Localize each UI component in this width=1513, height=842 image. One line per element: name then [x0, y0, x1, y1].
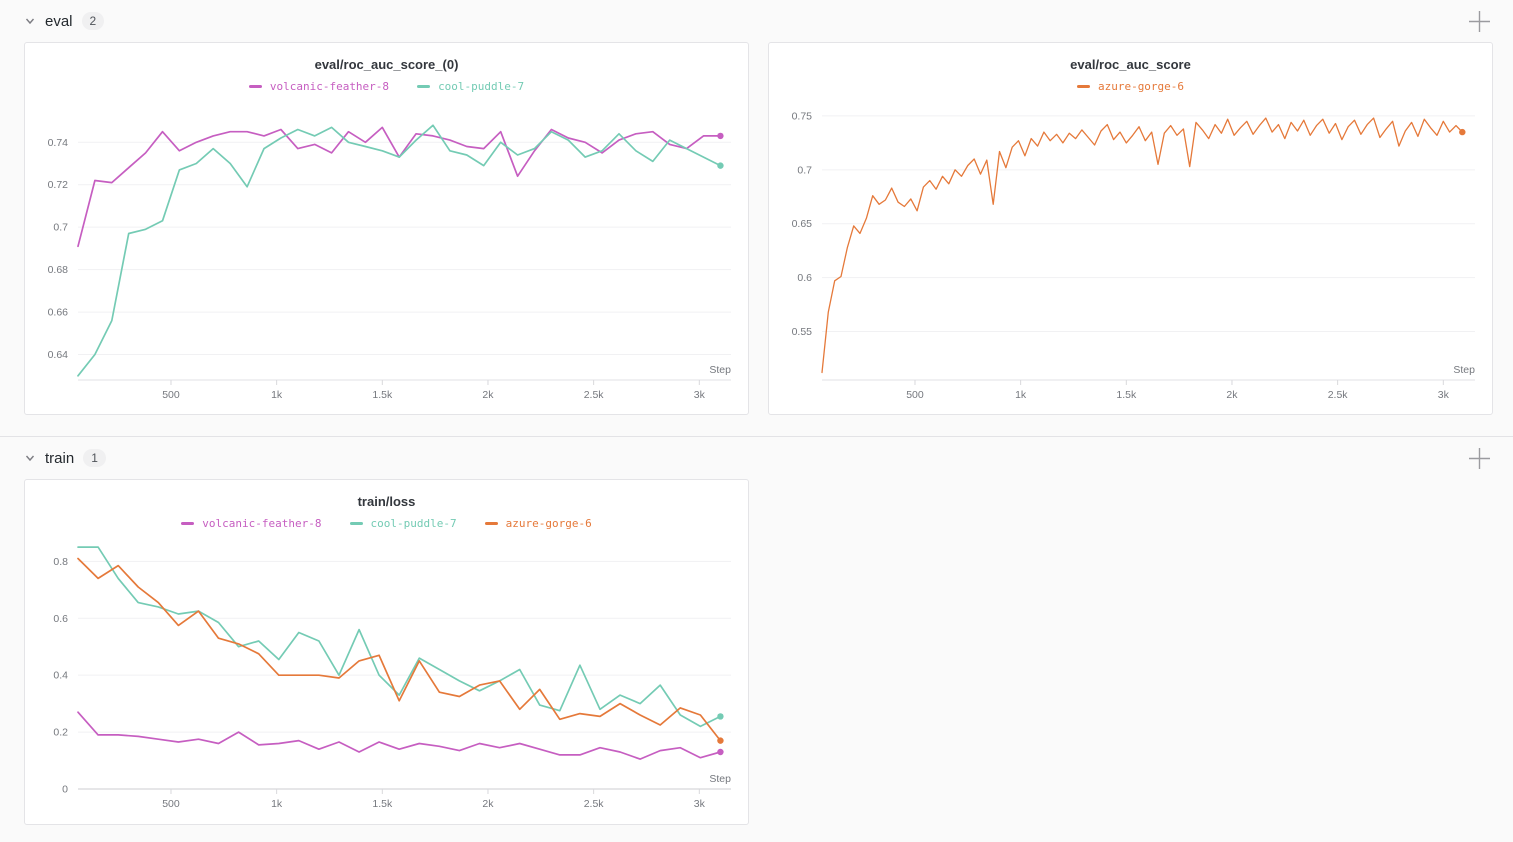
legend-item-volcanic-feather-8[interactable]: volcanic-feather-8	[181, 517, 322, 530]
legend-label: azure-gorge-6	[505, 517, 592, 530]
svg-text:500: 500	[162, 798, 180, 810]
svg-text:3k: 3k	[1438, 389, 1450, 401]
svg-text:0.6: 0.6	[53, 613, 68, 625]
svg-text:1.5k: 1.5k	[372, 798, 393, 810]
add-panel-button[interactable]	[1465, 7, 1493, 35]
chart-legend: volcanic-feather-8 cool-puddle-7	[25, 78, 748, 95]
chart-legend: volcanic-feather-8 cool-puddle-7 azure-gor…	[25, 515, 748, 532]
svg-text:Step: Step	[709, 364, 731, 376]
chart-legend: azure-gorge-6	[769, 78, 1492, 95]
svg-text:0.2: 0.2	[53, 727, 68, 739]
line-chart-roc-auc-score-0[interactable]: 0.64 0.66 0.68 0.7 0.72 0.74 500 1k 1.5k 2k 2.5k 3k…	[26, 97, 747, 422]
svg-text:Step: Step	[709, 773, 731, 785]
chart-panel-roc-auc-score[interactable]: eval/roc_auc_score azure-gorge-6 0.55 0.6…	[768, 42, 1493, 415]
svg-text:0.72: 0.72	[48, 179, 69, 191]
section-title[interactable]: train	[45, 449, 75, 467]
legend-item-azure-gorge-6[interactable]: azure-gorge-6	[484, 517, 592, 530]
legend-swatch	[484, 522, 498, 525]
panel-row: eval/roc_auc_score_(0) volcanic-feather-…	[24, 42, 1493, 415]
legend-item-cool-puddle-7[interactable]: cool-puddle-7	[417, 80, 524, 93]
plus-icon	[1468, 10, 1490, 32]
section-train: train 1 train/loss volcanic-feather-8 coo…	[0, 437, 1513, 842]
svg-text:0.8: 0.8	[53, 556, 68, 568]
chart-panel-train-loss[interactable]: train/loss volcanic-feather-8 cool-puddle…	[24, 479, 749, 825]
svg-text:0.7: 0.7	[797, 164, 812, 176]
chart-title: eval/roc_auc_score_(0)	[314, 57, 459, 72]
section-eval-header: eval 2	[24, 6, 1493, 36]
svg-text:1k: 1k	[271, 389, 283, 401]
legend-swatch	[248, 85, 262, 88]
legend-item-volcanic-feather-8[interactable]: volcanic-feather-8	[248, 80, 390, 93]
svg-text:0.74: 0.74	[48, 137, 69, 149]
chart-title: eval/roc_auc_score	[1070, 57, 1191, 72]
section-train-header: train 1	[24, 443, 1493, 473]
legend-label: azure-gorge-6	[1097, 80, 1185, 93]
legend-label: volcanic-feather-8	[202, 517, 322, 530]
svg-text:2k: 2k	[482, 798, 494, 810]
svg-text:3k: 3k	[694, 389, 706, 401]
legend-item-azure-gorge-6[interactable]: azure-gorge-6	[1076, 80, 1185, 93]
svg-text:500: 500	[906, 389, 924, 401]
svg-text:2k: 2k	[482, 389, 494, 401]
svg-text:0.55: 0.55	[792, 326, 813, 338]
svg-text:0.4: 0.4	[53, 670, 68, 682]
legend-label: cool-puddle-7	[438, 80, 525, 93]
legend-item-cool-puddle-7[interactable]: cool-puddle-7	[349, 517, 457, 530]
svg-text:2.5k: 2.5k	[584, 798, 605, 810]
svg-text:1k: 1k	[271, 798, 283, 810]
add-panel-button[interactable]	[1465, 444, 1493, 472]
svg-text:0.75: 0.75	[792, 110, 813, 122]
panel-row: train/loss volcanic-feather-8 cool-puddle…	[24, 479, 1493, 825]
section-title[interactable]: eval	[45, 12, 73, 30]
line-chart-roc-auc-score[interactable]: 0.55 0.6 0.65 0.7 0.75 500 1k 1.5k 2k 2.5k 3k Step	[770, 97, 1491, 422]
chevron-down-icon[interactable]	[24, 452, 36, 464]
chevron-down-icon[interactable]	[24, 15, 36, 27]
svg-text:1k: 1k	[1015, 389, 1027, 401]
svg-text:2.5k: 2.5k	[1328, 389, 1349, 401]
legend-swatch	[417, 85, 431, 88]
svg-text:3k: 3k	[694, 798, 706, 810]
panel-count-badge: 2	[81, 12, 105, 30]
svg-text:0: 0	[62, 784, 68, 796]
svg-text:2k: 2k	[1226, 389, 1238, 401]
svg-text:2.5k: 2.5k	[584, 389, 605, 401]
svg-text:0.64: 0.64	[48, 349, 69, 361]
svg-text:1.5k: 1.5k	[1116, 389, 1137, 401]
legend-label: cool-puddle-7	[370, 517, 457, 530]
chart-title: train/loss	[357, 494, 416, 509]
svg-text:0.7: 0.7	[53, 222, 68, 234]
line-chart-train-loss[interactable]: 0 0.2 0.4 0.6 0.8 500 1k 1.5k 2k 2.5k 3k Step	[26, 534, 747, 831]
legend-swatch	[1076, 85, 1090, 88]
svg-text:0.65: 0.65	[792, 218, 813, 230]
svg-text:500: 500	[162, 389, 180, 401]
svg-text:0.68: 0.68	[48, 264, 69, 276]
legend-swatch	[181, 522, 195, 525]
legend-swatch	[349, 522, 363, 525]
svg-text:Step: Step	[1453, 364, 1475, 376]
svg-text:0.6: 0.6	[797, 272, 812, 284]
section-eval: eval 2 eval/roc_auc_score_(0) volcanic-f…	[0, 6, 1513, 437]
svg-text:1.5k: 1.5k	[372, 389, 393, 401]
panel-count-badge: 1	[83, 449, 106, 467]
legend-label: volcanic-feather-8	[269, 80, 390, 93]
svg-text:0.66: 0.66	[48, 307, 69, 319]
chart-panel-roc-auc-score-0[interactable]: eval/roc_auc_score_(0) volcanic-feather-…	[24, 42, 749, 415]
plus-icon	[1468, 447, 1490, 469]
